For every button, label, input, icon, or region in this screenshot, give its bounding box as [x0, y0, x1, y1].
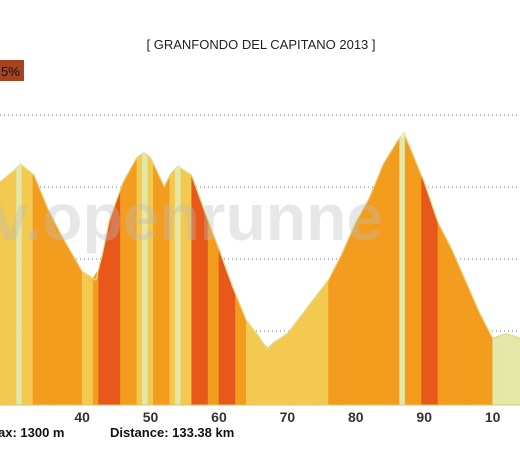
profile-segment	[311, 293, 318, 406]
watermark: v.openrunne	[0, 180, 383, 254]
elevation-line	[0, 131, 520, 351]
profile-segment	[235, 293, 242, 406]
gradient-badge-box	[0, 60, 24, 81]
gradient-badge-label: 5%	[1, 64, 20, 79]
x-tick-label: 90	[416, 409, 432, 425]
profile-segment	[432, 205, 439, 406]
profile-segment	[60, 232, 66, 406]
profile-segment	[404, 135, 411, 406]
profile-segment	[514, 336, 520, 406]
x-tick-label: 70	[280, 409, 296, 425]
profile-segment	[240, 306, 247, 406]
profile-segment	[278, 335, 285, 406]
profile-segment	[508, 334, 515, 406]
profile-segment	[65, 241, 72, 406]
profile-segment	[459, 267, 466, 406]
profile-segment	[481, 316, 488, 406]
profile-segment	[92, 268, 99, 406]
profile-segment	[218, 248, 225, 406]
profile-segment	[322, 279, 329, 406]
x-tick-label: 50	[143, 409, 159, 425]
profile-segment	[393, 137, 400, 406]
x-tick-label: 40	[74, 409, 90, 425]
profile-segment	[399, 135, 406, 406]
profile-segment	[437, 221, 444, 406]
profile-segment	[339, 246, 346, 406]
profile-segment	[317, 286, 324, 406]
chart-title: [ GRANFONDO DEL CAPITANO 2013 ]	[147, 37, 376, 52]
profile-segment	[251, 326, 258, 406]
profile-segment	[98, 246, 105, 406]
profile-segment	[289, 322, 296, 406]
x-tick-label: 10	[485, 409, 501, 425]
profile-segment	[328, 269, 335, 406]
profile-segment	[421, 175, 428, 406]
x-tick-label: 80	[348, 409, 364, 425]
profile-segment	[448, 243, 455, 406]
profile-segment	[224, 263, 231, 406]
x-axis: 40 50 60 70 80 90 10	[74, 409, 500, 425]
profile-segment	[333, 258, 340, 406]
profile-segment	[415, 161, 422, 406]
profile-segment	[503, 334, 510, 406]
profile-segment	[81, 270, 88, 406]
profile-segment	[300, 308, 307, 406]
profile-segment	[268, 342, 274, 406]
distance-label: Distance: 133.38 km	[110, 425, 234, 440]
profile-segment	[344, 234, 351, 406]
gradient-badge: 5%	[0, 60, 24, 81]
profile-segment	[295, 315, 302, 406]
profile-segment	[87, 274, 94, 406]
profile-segment	[76, 260, 83, 406]
plot-area	[0, 114, 520, 406]
profile-segment	[454, 255, 460, 406]
profile-segment	[262, 342, 269, 406]
profile-segment	[465, 279, 471, 406]
profile-segment	[388, 145, 395, 406]
profile-segment	[246, 319, 252, 406]
profile-segment	[257, 333, 263, 406]
x-tick-label: 60	[211, 409, 227, 425]
profile-segment	[229, 279, 236, 406]
profile-segment	[497, 334, 504, 406]
profile-segment	[470, 292, 477, 406]
profile-segment	[476, 304, 482, 406]
profile-segment	[382, 154, 389, 406]
profile-segment	[273, 338, 280, 406]
max-altitude-label: ax: 1300 m	[0, 425, 65, 440]
profile-segment	[284, 329, 291, 406]
profile-segment	[213, 234, 220, 406]
profile-segment	[443, 232, 450, 406]
profile-segment	[486, 327, 493, 406]
profile-segment	[70, 251, 77, 406]
profile-segment	[492, 336, 499, 406]
profile-segment	[426, 189, 433, 406]
profile-segment	[306, 300, 313, 406]
profile-segment	[410, 148, 417, 406]
